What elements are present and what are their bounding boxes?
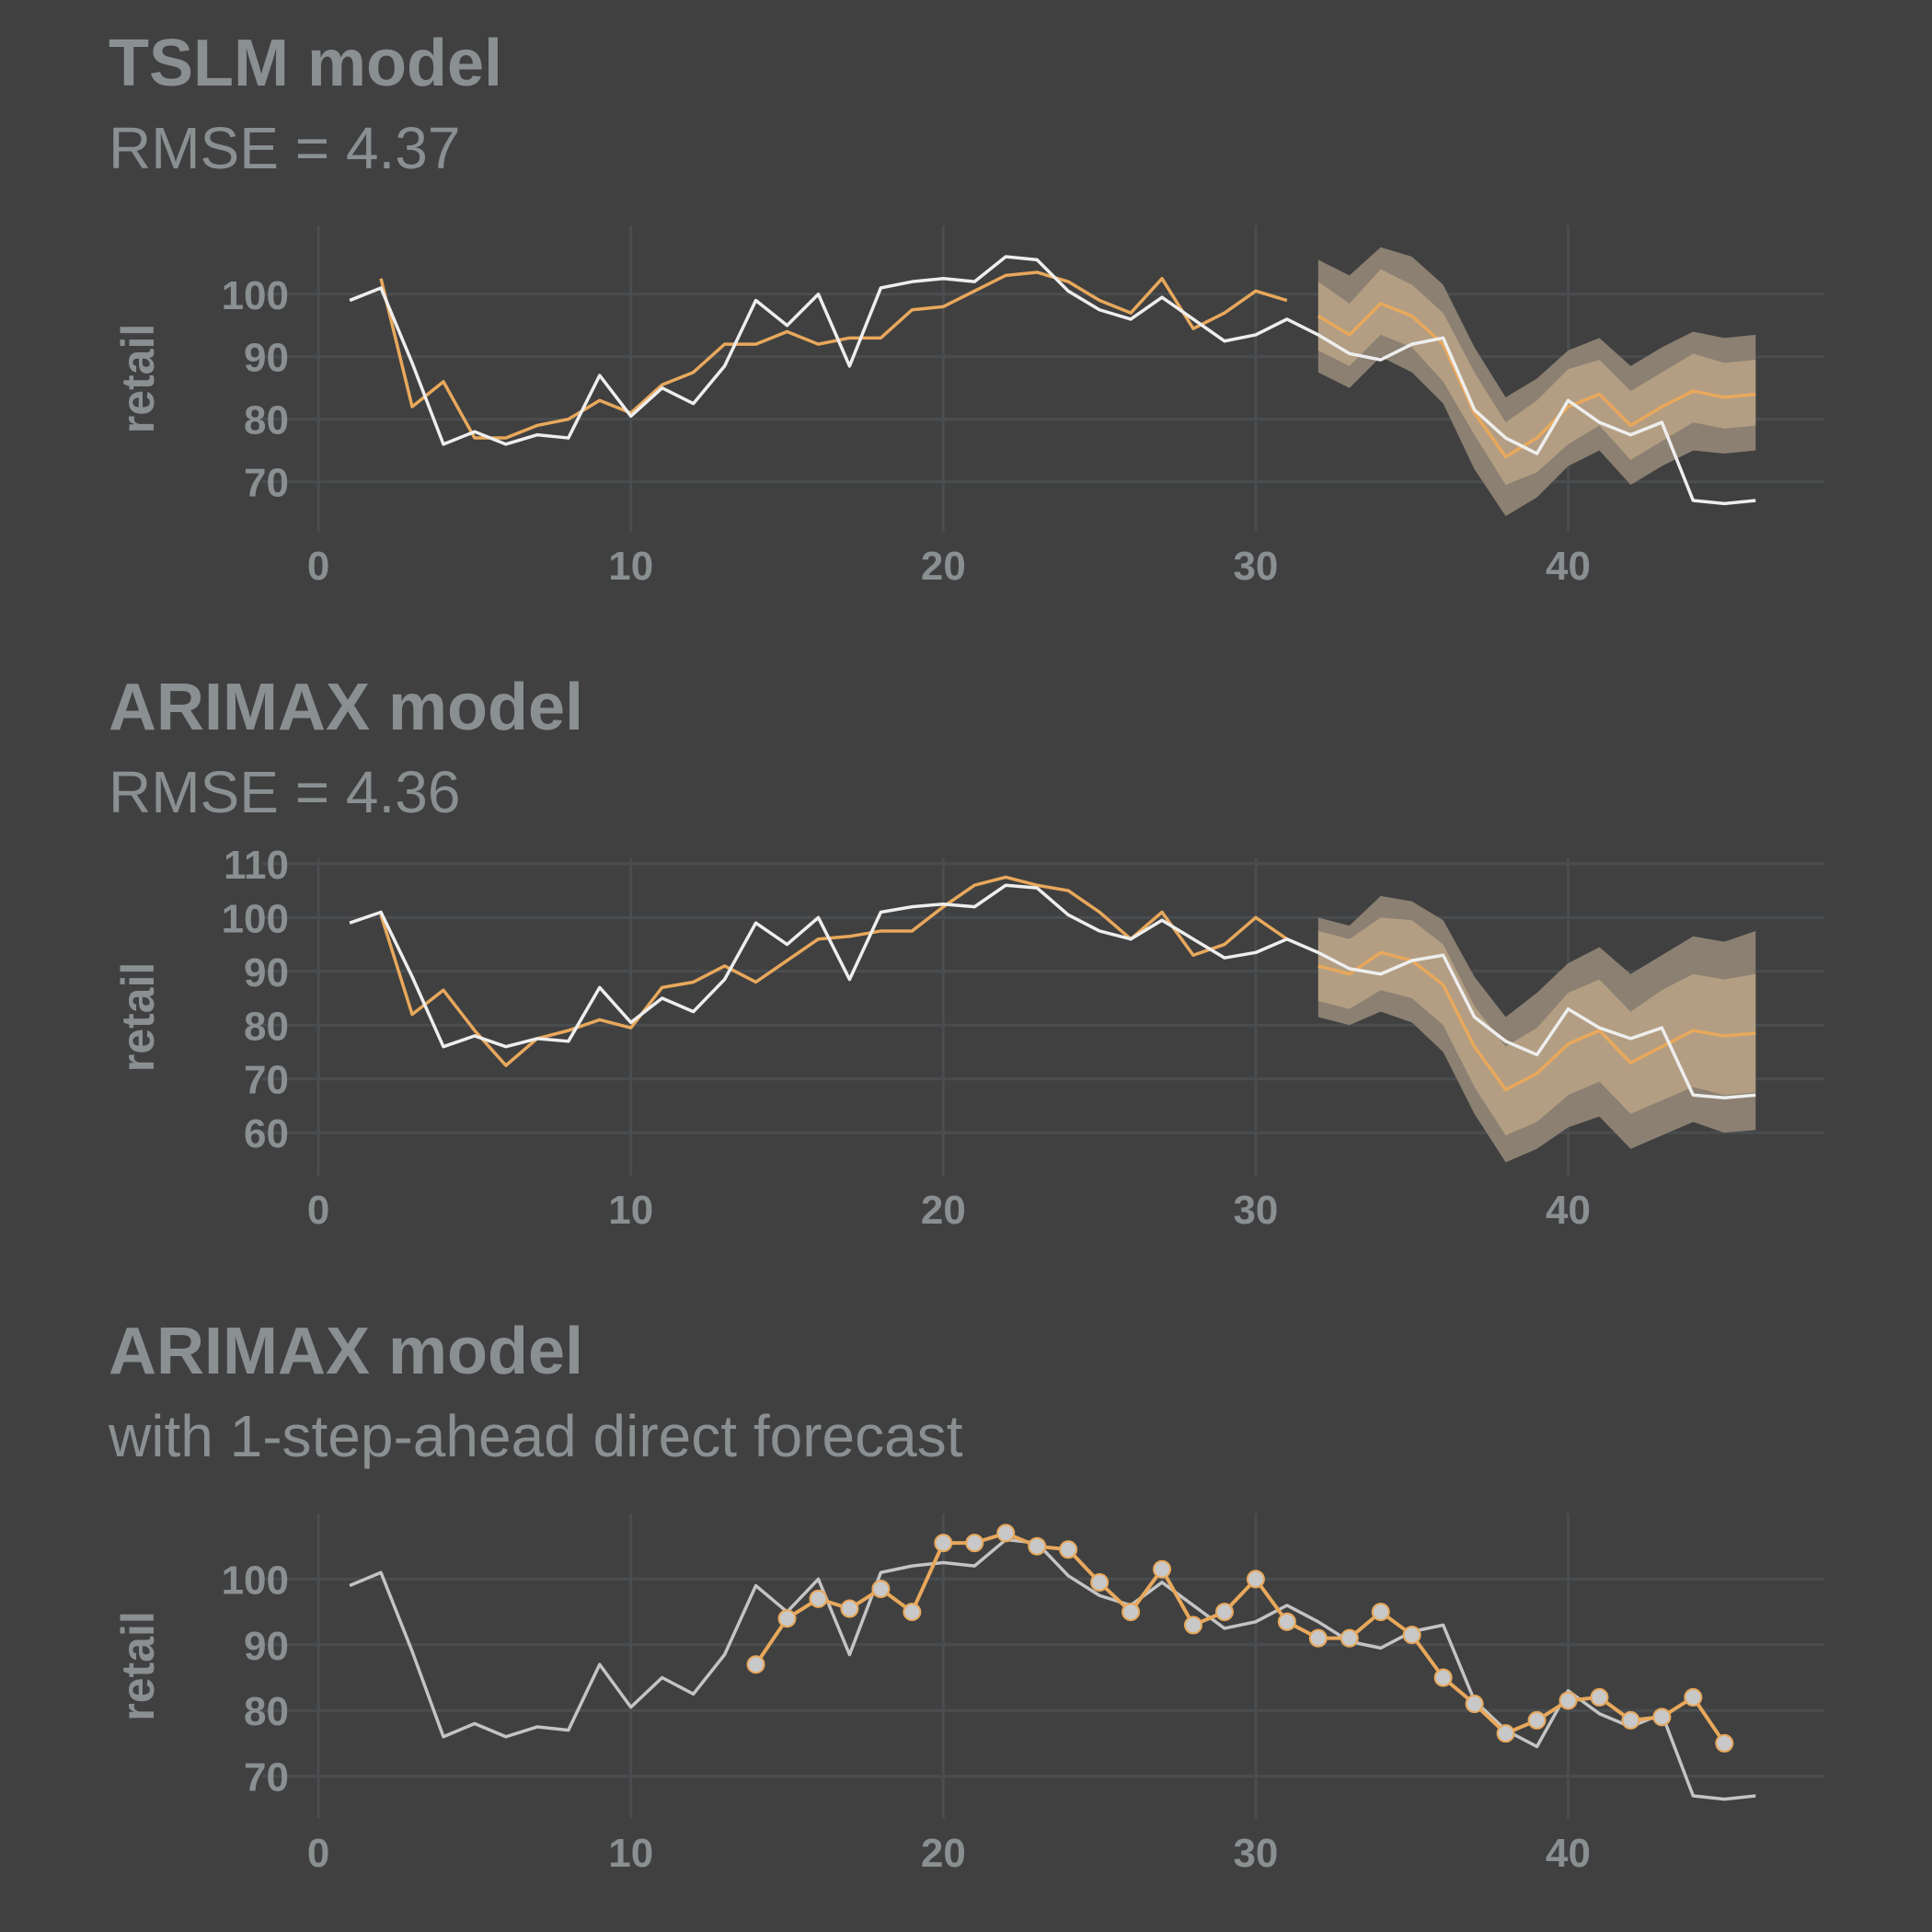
forecast-point <box>1527 1710 1547 1730</box>
forecast-point <box>1308 1628 1328 1648</box>
forecast-point <box>1684 1687 1703 1707</box>
forecast-point <box>1465 1695 1484 1714</box>
forecast-point <box>1402 1626 1421 1645</box>
x-tick-label: 30 <box>1233 544 1278 589</box>
forecast-point <box>1214 1603 1234 1622</box>
forecast-point <box>1590 1687 1609 1707</box>
forecast-point <box>934 1534 953 1553</box>
x-tick-label: 30 <box>1233 1188 1278 1233</box>
forecast-point <box>1715 1733 1734 1753</box>
y-tick-label: 100 <box>222 1558 289 1603</box>
forecast-point <box>903 1603 922 1622</box>
forecast-point <box>996 1524 1016 1543</box>
forecast-point <box>1371 1603 1390 1622</box>
y-axis-label: retail <box>112 324 164 434</box>
forecast-point <box>1621 1710 1640 1730</box>
x-tick-label: 40 <box>1546 1188 1591 1233</box>
panel-1: TSLM model RMSE = 4.37 0 10 20 30 40 70 80 90 100 r… <box>109 27 1824 589</box>
y-tick-label: 80 <box>244 398 289 443</box>
y-tick-label: 90 <box>244 336 289 381</box>
forecast-point <box>1121 1603 1141 1622</box>
forecast-line <box>1317 950 1756 1092</box>
x-tick-label: 20 <box>921 1188 966 1233</box>
gridlines <box>262 1513 1824 1819</box>
y-tick-label: 70 <box>244 1755 289 1800</box>
y-tick-label: 100 <box>222 896 289 941</box>
forecast-line <box>1317 302 1756 459</box>
forecast-point <box>1652 1708 1672 1727</box>
chart-title: TSLM model <box>109 27 502 100</box>
x-tick-label: 0 <box>307 1188 329 1233</box>
forecast-point <box>1059 1540 1078 1559</box>
forecast-point <box>840 1599 859 1618</box>
one-step-forecast-points <box>746 1524 1734 1753</box>
fitted-line <box>379 270 1288 440</box>
y-axis-label: retail <box>112 962 164 1073</box>
actual-line <box>349 255 1756 506</box>
y-tick-label: 70 <box>244 1058 289 1103</box>
y-tick-label: 80 <box>244 1689 289 1734</box>
x-tick-label: 40 <box>1546 1831 1591 1876</box>
y-tick-label: 100 <box>222 273 289 318</box>
chart-subtitle: RMSE = 4.37 <box>109 115 460 181</box>
x-tick-label: 10 <box>608 1188 653 1233</box>
forecast-point <box>1558 1691 1578 1710</box>
forecast-point <box>1340 1628 1359 1648</box>
x-tick-label: 10 <box>608 1831 653 1876</box>
forecast-point <box>1090 1572 1110 1592</box>
forecast-point <box>1246 1570 1265 1589</box>
panel-3: ARIMAX model with 1-step-ahead direct for… <box>108 1315 1824 1876</box>
chart-subtitle: with 1-step-ahead direct forecast <box>108 1403 963 1469</box>
chart-title: ARIMAX model <box>109 1315 583 1388</box>
y-tick-label: 60 <box>244 1111 289 1156</box>
y-tick-label: 80 <box>244 1004 289 1049</box>
forecast-point <box>1277 1612 1296 1631</box>
x-tick-label: 0 <box>307 1831 329 1876</box>
forecast-point <box>871 1580 891 1599</box>
forecast-point <box>1028 1536 1047 1556</box>
panel-2: ARIMAX model RMSE = 4.36 0 10 20 30 40 60 70 80 90… <box>109 671 1824 1233</box>
x-tick-label: 0 <box>307 544 329 589</box>
y-axis-label: retail <box>112 1611 164 1721</box>
actual-line <box>349 883 1756 1099</box>
x-tick-label: 10 <box>608 544 653 589</box>
forecast-point <box>746 1655 765 1674</box>
forecast-point <box>1496 1724 1515 1743</box>
forecast-point <box>965 1534 984 1553</box>
y-tick-label: 90 <box>244 1624 289 1669</box>
prediction-interval-80 <box>1317 269 1756 486</box>
x-tick-label: 20 <box>921 1831 966 1876</box>
y-tick-label: 90 <box>244 950 289 995</box>
forecast-point <box>1153 1559 1172 1579</box>
x-tick-label: 40 <box>1546 544 1591 589</box>
y-tick-label: 70 <box>244 461 289 506</box>
forecast-point <box>777 1609 797 1628</box>
y-tick-label: 110 <box>224 843 289 888</box>
actual-line <box>349 1537 1756 1801</box>
chart-subtitle: RMSE = 4.36 <box>109 759 460 825</box>
forecast-point <box>1433 1668 1453 1687</box>
forecast-point <box>1184 1616 1203 1635</box>
forecast-point <box>809 1589 828 1608</box>
chart-title: ARIMAX model <box>109 671 583 744</box>
x-tick-label: 30 <box>1233 1831 1278 1876</box>
x-tick-label: 20 <box>921 544 966 589</box>
